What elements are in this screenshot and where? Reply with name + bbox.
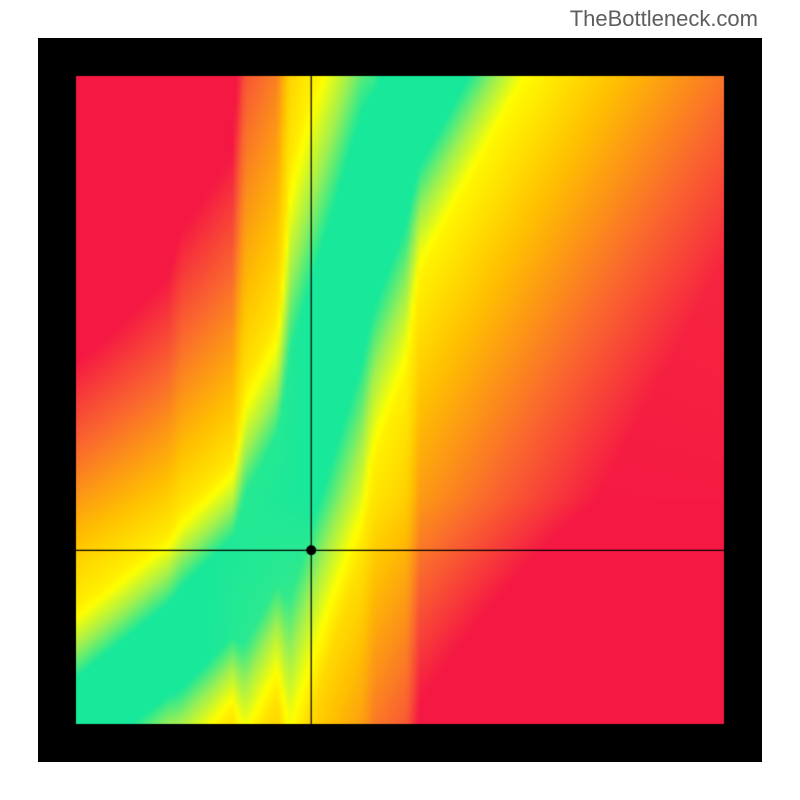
watermark-text: TheBottleneck.com <box>570 6 758 32</box>
chart-container: { "watermark": "TheBottleneck.com", "cha… <box>0 0 800 800</box>
bottleneck-heatmap <box>38 38 762 762</box>
